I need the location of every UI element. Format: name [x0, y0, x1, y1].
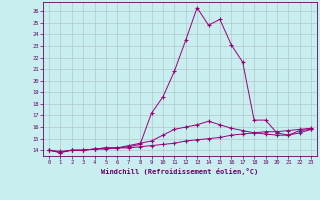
X-axis label: Windchill (Refroidissement éolien,°C): Windchill (Refroidissement éolien,°C) — [101, 168, 259, 175]
